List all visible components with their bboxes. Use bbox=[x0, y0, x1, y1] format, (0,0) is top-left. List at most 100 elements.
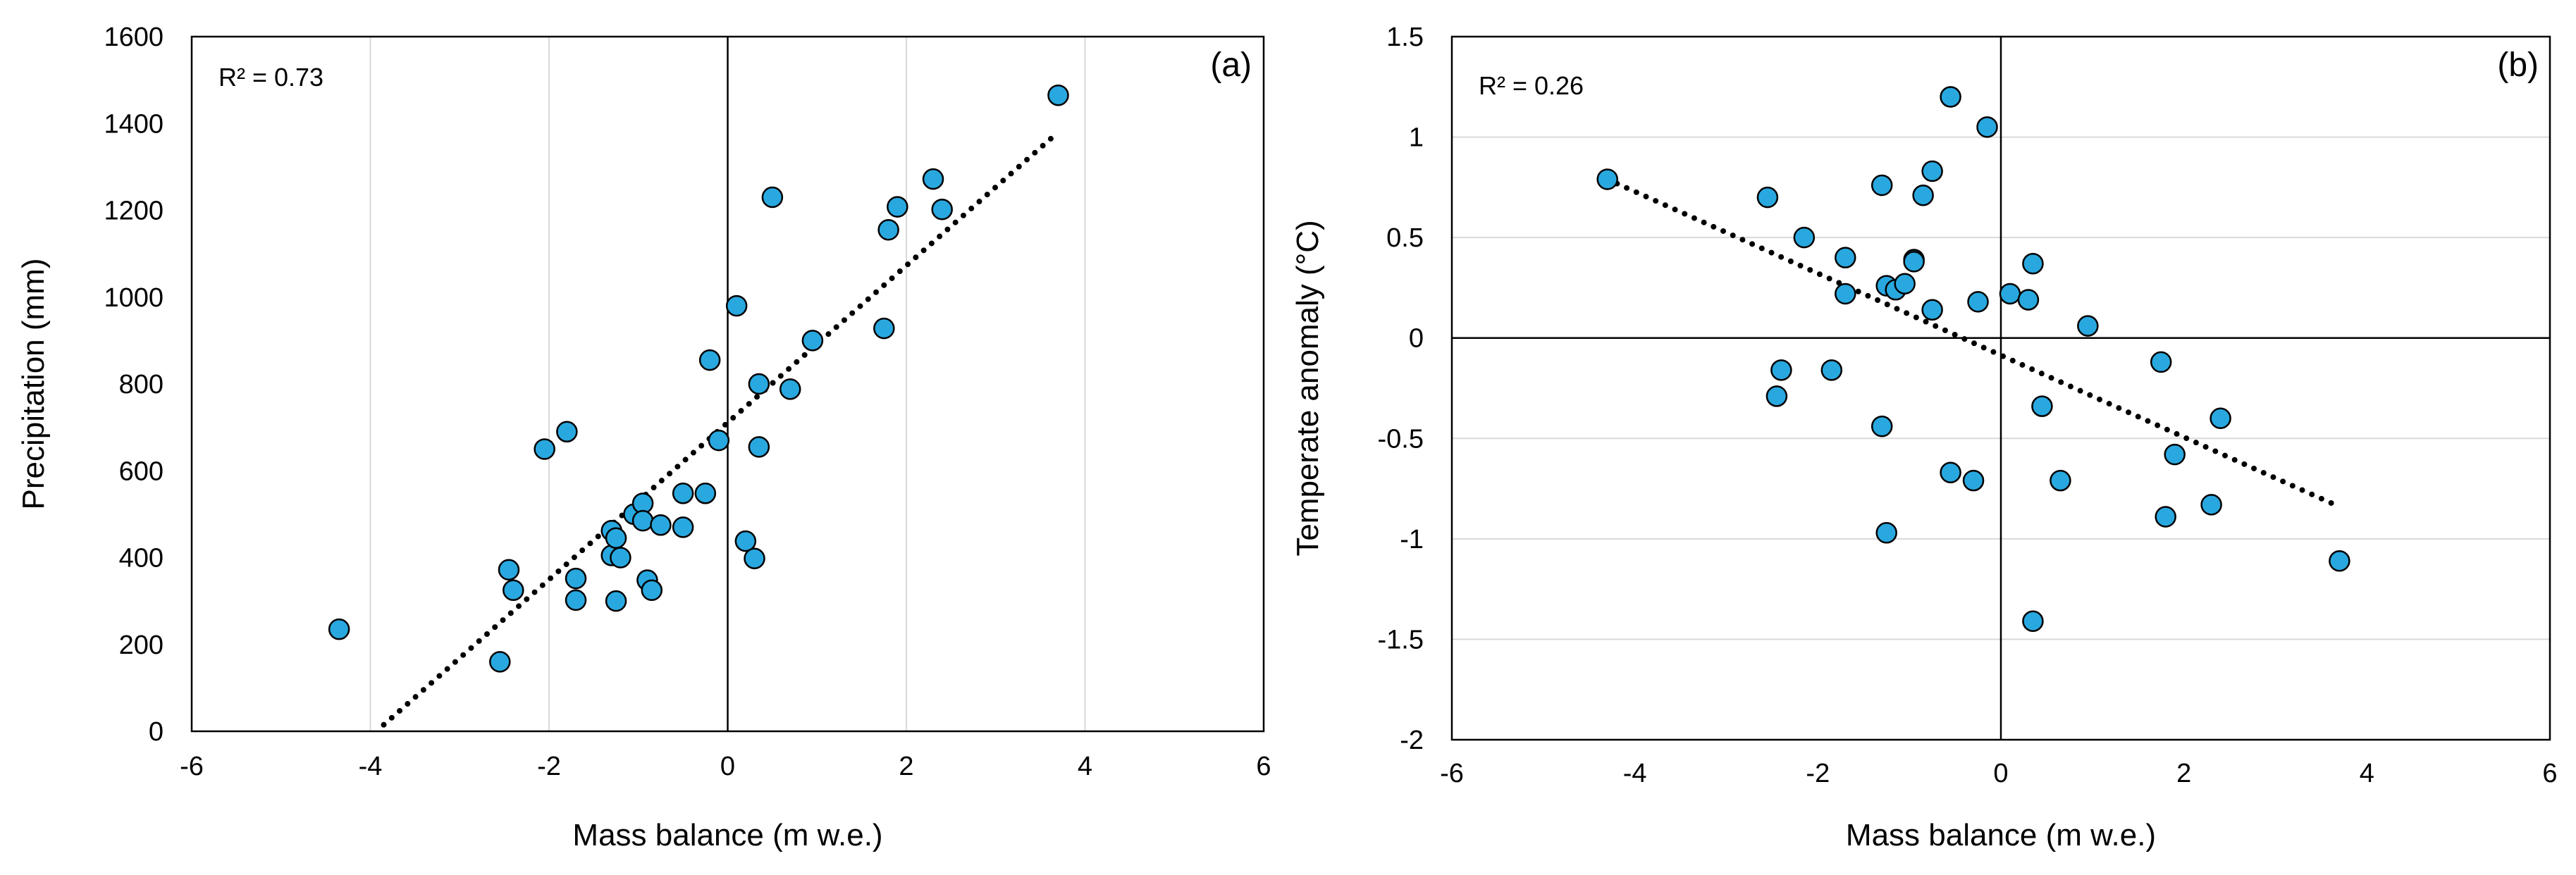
data-point bbox=[694, 483, 717, 504]
data-point bbox=[2164, 443, 2186, 466]
data-point bbox=[1756, 186, 1779, 209]
y-tick-label: -2 bbox=[1400, 726, 1424, 755]
r-squared-annotation: R² = 0.26 bbox=[1479, 71, 1584, 100]
trendline bbox=[1604, 176, 2343, 510]
x-tick-label: 2 bbox=[2176, 759, 2191, 788]
data-point bbox=[605, 527, 627, 550]
data-point bbox=[1921, 160, 1943, 182]
chart-panel-b: -2 -1.5 -1 -0.5 0 0.5 1 1.5 -6 -4 -2 0 2 4 6 Mass balan… bbox=[1290, 23, 2558, 852]
r-squared-annotation: R² = 0.73 bbox=[218, 63, 323, 92]
data-point bbox=[631, 509, 654, 532]
data-point bbox=[1967, 291, 1989, 313]
data-point bbox=[748, 373, 770, 395]
data-point bbox=[734, 530, 757, 552]
x-tick-label: 4 bbox=[2360, 759, 2374, 788]
data-point bbox=[2017, 289, 2040, 311]
data-point bbox=[748, 436, 770, 458]
data-point bbox=[922, 168, 944, 190]
y-tick-label: 1400 bbox=[104, 109, 164, 139]
y-tick-label: 400 bbox=[119, 544, 164, 573]
data-point bbox=[877, 218, 899, 241]
data-point bbox=[2329, 550, 2350, 572]
data-point bbox=[672, 516, 694, 538]
data-point bbox=[2200, 494, 2222, 516]
x-tick-label: -4 bbox=[359, 752, 383, 781]
data-point bbox=[2077, 315, 2099, 337]
x-tick-label: -6 bbox=[1440, 759, 1464, 788]
data-point bbox=[1596, 168, 1618, 190]
x-tick-label: 4 bbox=[1078, 752, 1092, 781]
data-point bbox=[779, 378, 801, 400]
y-tick-label: 600 bbox=[119, 457, 164, 486]
data-point bbox=[873, 317, 895, 340]
data-point bbox=[605, 590, 627, 612]
data-point bbox=[1976, 116, 1998, 138]
data-point bbox=[1793, 226, 1816, 249]
y-tick-label: -1.5 bbox=[1378, 625, 1424, 654]
y-tick-label: 1000 bbox=[104, 283, 164, 313]
x-tick-label: -2 bbox=[537, 752, 561, 781]
data-point bbox=[1835, 247, 1856, 268]
data-point bbox=[887, 196, 908, 218]
x-tick-label: -4 bbox=[1623, 759, 1647, 788]
data-point bbox=[744, 547, 765, 569]
data-point bbox=[1912, 185, 1934, 206]
data-point bbox=[503, 579, 524, 601]
data-point bbox=[672, 483, 694, 504]
data-point bbox=[1047, 84, 1069, 106]
data-point bbox=[1765, 385, 1788, 407]
y-axis-title: Precipitation (mm) bbox=[16, 259, 51, 510]
y-tick-label: 1200 bbox=[104, 197, 164, 226]
data-point bbox=[2050, 469, 2071, 492]
data-point bbox=[1894, 273, 1916, 294]
data-point bbox=[610, 547, 631, 569]
data-point bbox=[801, 330, 824, 352]
data-point bbox=[1903, 251, 1925, 273]
data-point bbox=[556, 421, 578, 443]
data-point bbox=[328, 618, 350, 640]
data-point bbox=[641, 579, 663, 601]
x-tick-label: -2 bbox=[1806, 759, 1830, 788]
data-point bbox=[1835, 283, 1856, 305]
data-point bbox=[565, 589, 587, 612]
x-tick-label: 6 bbox=[2542, 759, 2557, 788]
data-point bbox=[2150, 351, 2172, 373]
y-tick-label: 1.5 bbox=[1386, 23, 1424, 52]
x-tick-label: 6 bbox=[1256, 752, 1271, 781]
y-tick-label: 0 bbox=[1409, 324, 1424, 354]
data-point bbox=[2031, 395, 2053, 417]
x-tick-label: 0 bbox=[720, 752, 735, 781]
y-axis-title: Temperate anomaly (°C) bbox=[1290, 220, 1325, 556]
data-point bbox=[498, 559, 520, 581]
y-tick-label: -1 bbox=[1400, 525, 1424, 554]
y-tick-label: 1600 bbox=[104, 23, 164, 52]
y-tick-label: 0.5 bbox=[1386, 223, 1424, 253]
data-point bbox=[650, 514, 672, 536]
data-point bbox=[2022, 610, 2044, 633]
data-point bbox=[489, 651, 511, 673]
data-point bbox=[1770, 359, 1792, 381]
x-tick-label: 0 bbox=[1993, 759, 2008, 788]
data-point bbox=[1940, 461, 1961, 484]
data-point bbox=[1999, 283, 2021, 305]
panel-label: (b) bbox=[2497, 46, 2539, 84]
y-tick-label: -0.5 bbox=[1378, 424, 1424, 454]
data-point bbox=[1875, 522, 1897, 544]
data-point bbox=[698, 349, 721, 371]
data-point bbox=[1962, 469, 1985, 492]
y-tick-label: 0 bbox=[149, 717, 164, 747]
data-point bbox=[2210, 407, 2231, 430]
data-point bbox=[1871, 174, 1893, 197]
data-point bbox=[2155, 506, 2176, 528]
y-tick-label: 1 bbox=[1409, 123, 1424, 153]
x-tick-label: -6 bbox=[180, 752, 204, 781]
data-point bbox=[1940, 86, 1961, 108]
data-point bbox=[725, 294, 748, 317]
x-tick-label: 2 bbox=[899, 752, 913, 781]
panel-label: (a) bbox=[1210, 46, 1252, 84]
x-axis-title: Mass balance (m w.e.) bbox=[572, 818, 882, 852]
data-point bbox=[931, 199, 953, 221]
trendline bbox=[381, 129, 1061, 728]
